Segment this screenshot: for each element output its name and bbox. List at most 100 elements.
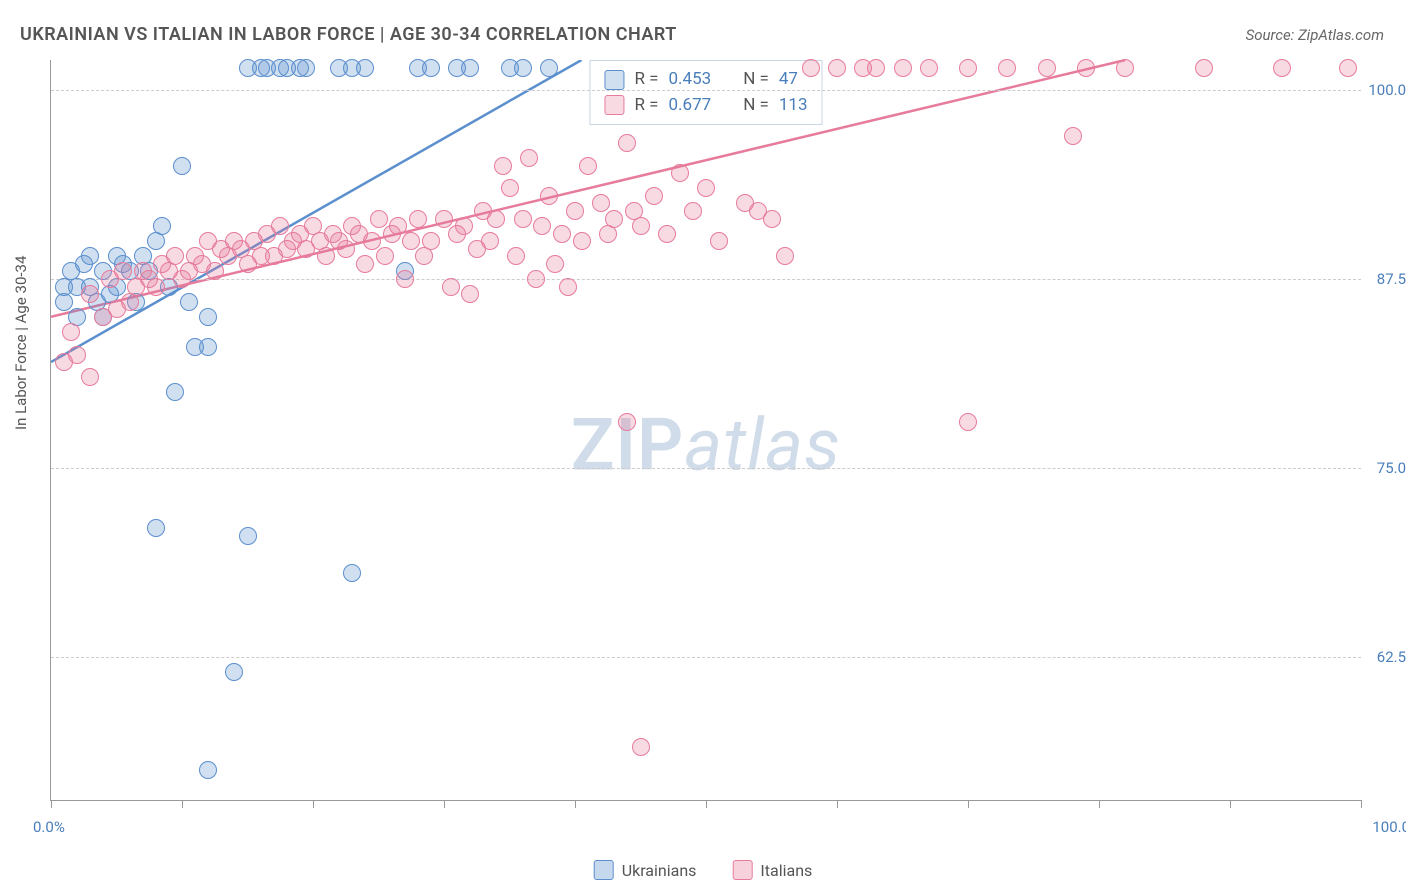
- scatter-point: [363, 232, 381, 250]
- scatter-point: [68, 346, 86, 364]
- scatter-point: [389, 217, 407, 235]
- scatter-point: [533, 217, 551, 235]
- scatter-point: [297, 59, 315, 77]
- scatter-point: [153, 217, 171, 235]
- scatter-point: [520, 149, 538, 167]
- scatter-point: [356, 59, 374, 77]
- scatter-point: [402, 232, 420, 250]
- scatter-point: [776, 247, 794, 265]
- scatter-point: [763, 210, 781, 228]
- scatter-point: [828, 59, 846, 77]
- scatter-point: [658, 225, 676, 243]
- scatter-point: [1064, 127, 1082, 145]
- n-value: 47: [779, 67, 798, 93]
- scatter-point: [501, 179, 519, 197]
- scatter-point: [579, 157, 597, 175]
- scatter-point: [684, 202, 702, 220]
- scatter-point: [166, 247, 184, 265]
- scatter-point: [409, 210, 427, 228]
- scatter-point: [166, 383, 184, 401]
- scatter-point: [1195, 59, 1213, 77]
- scatter-point: [697, 179, 715, 197]
- series-legend: UkrainiansItalians: [594, 860, 813, 880]
- scatter-point: [81, 368, 99, 386]
- scatter-point: [199, 308, 217, 326]
- scatter-point: [1077, 59, 1095, 77]
- correlation-legend: R =0.453N =47R =0.677N =113: [589, 60, 822, 125]
- scatter-point: [206, 262, 224, 280]
- scatter-point: [461, 285, 479, 303]
- scatter-point: [343, 564, 361, 582]
- correlation-row: R =0.453N =47: [604, 67, 807, 93]
- scatter-point: [147, 278, 165, 296]
- scatter-point: [553, 225, 571, 243]
- scatter-point: [396, 270, 414, 288]
- scatter-point: [337, 240, 355, 258]
- x-axis-label-min: 0.0%: [33, 818, 65, 836]
- y-tick-label: 75.0%: [1377, 459, 1406, 477]
- scatter-point: [618, 134, 636, 152]
- x-tick: [1230, 800, 1231, 808]
- x-tick: [444, 800, 445, 808]
- x-tick: [182, 800, 183, 808]
- x-tick: [1361, 800, 1362, 808]
- scatter-point: [147, 519, 165, 537]
- scatter-point: [376, 247, 394, 265]
- scatter-point: [959, 59, 977, 77]
- gridline-h: [51, 279, 1361, 280]
- watermark-atlas: atlas: [684, 402, 841, 487]
- scatter-point: [592, 194, 610, 212]
- x-tick: [575, 800, 576, 808]
- x-axis-label-max: 100.0%: [1372, 818, 1406, 836]
- scatter-point: [487, 210, 505, 228]
- watermark: ZIPatlas: [571, 402, 841, 487]
- scatter-point: [802, 59, 820, 77]
- scatter-point: [507, 247, 525, 265]
- x-tick: [1099, 800, 1100, 808]
- scatter-point: [356, 255, 374, 273]
- scatter-point: [435, 210, 453, 228]
- scatter-point: [199, 761, 217, 779]
- scatter-point: [573, 232, 591, 250]
- y-tick-label: 87.5%: [1377, 270, 1406, 288]
- scatter-point: [559, 278, 577, 296]
- scatter-point: [671, 164, 689, 182]
- scatter-point: [199, 338, 217, 356]
- scatter-point: [55, 293, 73, 311]
- n-label: N =: [743, 93, 769, 119]
- scatter-point: [920, 59, 938, 77]
- y-tick-label: 100.0%: [1368, 81, 1406, 99]
- gridline-h: [51, 468, 1361, 469]
- r-label: R =: [634, 67, 658, 93]
- scatter-point: [632, 738, 650, 756]
- scatter-point: [494, 157, 512, 175]
- scatter-point: [81, 247, 99, 265]
- scatter-point: [180, 293, 198, 311]
- x-tick: [968, 800, 969, 808]
- scatter-point: [514, 59, 532, 77]
- scatter-point: [370, 210, 388, 228]
- scatter-point: [271, 217, 289, 235]
- scatter-point: [1038, 59, 1056, 77]
- scatter-point: [540, 59, 558, 77]
- plot-area: In Labor Force | Age 30-34 ZIPatlas R =0…: [50, 60, 1361, 801]
- scatter-point: [317, 247, 335, 265]
- scatter-point: [998, 59, 1016, 77]
- scatter-point: [566, 202, 584, 220]
- x-tick: [51, 800, 52, 808]
- scatter-point: [710, 232, 728, 250]
- scatter-point: [461, 59, 479, 77]
- n-value: 113: [779, 93, 808, 119]
- legend-item: Italians: [732, 860, 812, 880]
- scatter-point: [527, 270, 545, 288]
- legend-label: Italians: [760, 861, 812, 880]
- legend-swatch: [732, 860, 752, 880]
- chart-title: UKRAINIAN VS ITALIAN IN LABOR FORCE | AG…: [20, 24, 677, 45]
- scatter-point: [173, 157, 191, 175]
- scatter-point: [481, 232, 499, 250]
- scatter-point: [81, 285, 99, 303]
- scatter-point: [455, 217, 473, 235]
- correlation-row: R =0.677N =113: [604, 93, 807, 119]
- scatter-point: [546, 255, 564, 273]
- scatter-point: [605, 210, 623, 228]
